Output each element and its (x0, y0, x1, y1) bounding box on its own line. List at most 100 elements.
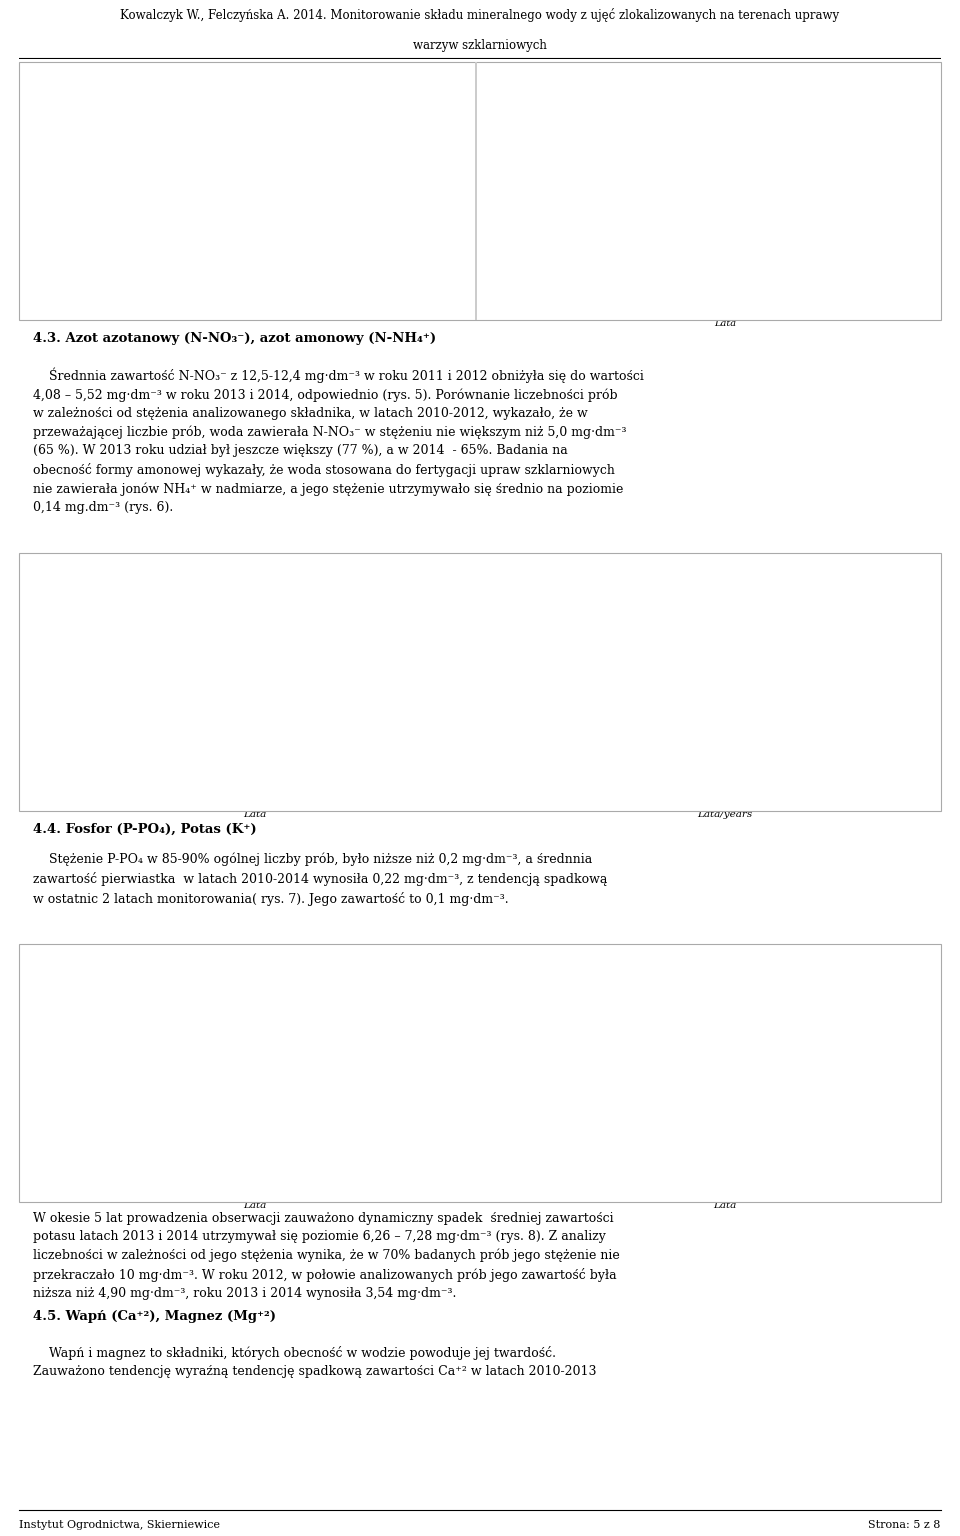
Text: y = -0,016x + 0,187: y = -0,016x + 0,187 (664, 598, 756, 607)
Bar (564, 691, 606, 791)
Text: Instytut Ogrodnictwa, Skierniewice: Instytut Ogrodnictwa, Skierniewice (19, 1519, 220, 1530)
X-axis label: Lata: Lata (713, 1201, 736, 1210)
Text: Wapń i magnez to składniki, których obecność w wodzie powoduje jej twardość.
Zau: Wapń i magnez to składniki, których obec… (33, 1346, 596, 1378)
Bar (844, 1138, 886, 1183)
Text: Strona: 5 z 8: Strona: 5 z 8 (869, 1519, 941, 1530)
Text: Rys. 3.  EC w  monitorowanych w ujęciach wody w: Rys. 3. EC w monitorowanych w ujęciach w… (124, 69, 375, 78)
Bar (158, 1115, 203, 1183)
Bar (774, 1146, 816, 1183)
Text: R² = 0,323: R² = 0,323 (664, 617, 713, 627)
Text: 0,85: 0,85 (95, 126, 118, 134)
Bar (84, 138, 129, 300)
Bar (306, 177, 350, 300)
Text: 4.5. Wapń (Ca⁺²), Magnez (Mg⁺²): 4.5. Wapń (Ca⁺²), Magnez (Mg⁺²) (33, 1310, 276, 1322)
Bar (564, 124, 606, 442)
Text: Rys. 4. Twardość ogólna  wody w  monitorowanych w: Rys. 4. Twardość ogólna wody w monitorow… (588, 69, 852, 78)
Text: y = 0,010x² - 0,114x + 0,453: y = 0,010x² - 0,114x + 0,453 (209, 988, 342, 997)
Text: Rys. 6. Zawartość N-NH₄⁺  w wodzie w  monitorowanych w: Rys. 6. Zawartość N-NH₄⁺ w wodzie w moni… (573, 559, 867, 570)
Text: 0,2: 0,2 (716, 647, 733, 654)
Text: w ujęciach w kolejnych latach prowadzenie obserwacji: w ujęciach w kolejnych latach prowadzeni… (114, 578, 385, 585)
X-axis label: Lata: Lata (713, 319, 736, 329)
Y-axis label: mg/l: mg/l (514, 1071, 523, 1094)
Bar (380, 754, 424, 791)
Text: warzyw szklarniowych: warzyw szklarniowych (413, 38, 547, 52)
Text: 21,2: 21,2 (643, 129, 666, 138)
Y-axis label: mg·l⁻¹: mg·l⁻¹ (505, 676, 514, 707)
Text: 6,26: 6,26 (783, 1137, 806, 1144)
Bar (306, 1120, 350, 1183)
X-axis label: Lata: Lata (243, 811, 266, 819)
Text: 11,3: 11,3 (243, 705, 266, 714)
Bar (774, 163, 816, 442)
Bar (634, 140, 676, 442)
Text: R² = 0,904: R² = 0,904 (664, 1008, 714, 1017)
Text: 0,65: 0,65 (317, 163, 340, 172)
Bar (232, 1049, 276, 1183)
Text: 25,2: 25,2 (95, 611, 118, 621)
Bar (158, 708, 203, 791)
Text: R² = 0,944: R² = 0,944 (217, 617, 267, 627)
Bar (380, 167, 424, 300)
Bar (704, 657, 746, 791)
Text: 19,4: 19,4 (643, 1061, 666, 1071)
Text: 0,14: 0,14 (643, 687, 666, 694)
Text: Rys. 8.  Zawartość K⁺  w wodzie w  monitorowanych w: Rys. 8. Zawartość K⁺ w wodzie w monitoro… (585, 951, 855, 960)
Y-axis label: mg/l: mg/l (25, 1071, 34, 1094)
Text: ujęciach w kolejnych latach prowadzenie obserwacji: ujęciach w kolejnych latach prowadzenie … (590, 968, 850, 977)
Text: 4.4. Fosfor (P-PO₄), Potas (K⁺): 4.4. Fosfor (P-PO₄), Potas (K⁺) (33, 823, 256, 836)
Text: 0,07: 0,07 (853, 733, 876, 742)
Text: R² = 0,928: R² = 0,928 (675, 126, 725, 135)
Bar (84, 1009, 129, 1183)
Text: 0,39: 0,39 (95, 998, 118, 1008)
Text: 0,15: 0,15 (169, 1104, 192, 1114)
Text: Kowalczyk W., Felczyńska A. 2014. Monitorowanie składu mineralnego wody z ujęć z: Kowalczyk W., Felczyńska A. 2014. Monito… (120, 8, 840, 23)
Text: 0,75: 0,75 (169, 144, 192, 154)
Text: 4,08: 4,08 (317, 753, 340, 762)
Text: Rys. 7.  Zawartość P-PO₄⁻³  w wodzie w  monitorowanych w: Rys. 7. Zawartość P-PO₄⁻³ w wodzie w mon… (102, 951, 397, 960)
Text: 0,13: 0,13 (391, 1114, 414, 1123)
Text: W okesie 5 lat prowadzenia obserwacji zauważono dynamiczny spadek  średniej zawa: W okesie 5 lat prowadzenia obserwacji za… (33, 1212, 620, 1299)
Y-axis label: mg·l⁻¹: mg·l⁻¹ (34, 676, 43, 707)
Y-axis label: °dH: °dH (514, 190, 523, 210)
Bar (306, 763, 350, 791)
Text: y = 0,023x² - 0,182x + 1,013: y = 0,023x² - 0,182x + 1,013 (262, 114, 394, 123)
Bar (844, 154, 886, 442)
Text: 19,2: 19,2 (713, 1061, 736, 1071)
Text: y = 1,500x² - 14,32x + 37,18: y = 1,500x² - 14,32x + 37,18 (217, 598, 348, 607)
Bar (232, 170, 276, 300)
Text: Stężenie P-PO₄ w 85-90% ogólnej liczby prób, było niższe niż 0,2 mg·dm⁻³, a śred: Stężenie P-PO₄ w 85-90% ogólnej liczby p… (33, 852, 608, 906)
Text: ujęciach w kolejnych latach prowadzenie obserwacji: ujęciach w kolejnych latach prowadzenie … (120, 968, 379, 977)
Bar (634, 697, 676, 791)
Text: 0,30: 0,30 (243, 1038, 266, 1048)
Bar (84, 624, 129, 791)
Text: 5,52: 5,52 (391, 743, 414, 753)
Text: 22,3: 22,3 (573, 114, 596, 123)
Bar (564, 1000, 606, 1183)
Bar (704, 147, 746, 442)
Text: y = 0,201x² - 1,786x + 23,94: y = 0,201x² - 1,786x + 23,94 (675, 106, 806, 115)
Bar (158, 157, 203, 300)
Text: R² = 0,548: R² = 0,548 (209, 1008, 259, 1017)
Text: 0,68: 0,68 (243, 158, 266, 167)
Text: 4.3. Azot azotanowy (N-NO₃⁻), azot amonowy (N-NH₄⁺): 4.3. Azot azotanowy (N-NO₃⁻), azot amono… (33, 332, 436, 346)
Text: Rys. 5. Zawartość N-NO₃⁻  w wodzie w  monitorowanych: Rys. 5. Zawartość N-NO₃⁻ w wodzie w moni… (109, 559, 390, 570)
Text: kolejnych latach prowadzenie obserwacji: kolejnych latach prowadzenie obserwacji (148, 86, 351, 95)
Bar (232, 716, 276, 791)
Text: 31,9: 31,9 (573, 989, 596, 998)
Text: 19,6: 19,6 (783, 152, 806, 161)
Text: 0,70: 0,70 (391, 154, 414, 163)
Bar (380, 1124, 424, 1183)
Bar (634, 1071, 676, 1183)
Text: 12,5: 12,5 (169, 697, 192, 705)
Bar (774, 705, 816, 791)
Text: 0,14: 0,14 (317, 1109, 340, 1118)
Text: 7,80: 7,80 (853, 1127, 876, 1137)
Text: ujęciach w kolejnych latach prowadzenie obserwacji: ujęciach w kolejnych latach prowadzenie … (590, 86, 850, 95)
Text: y = 1,116x² - 12,80x + 42,98: y = 1,116x² - 12,80x + 42,98 (664, 988, 796, 997)
Text: 0,15: 0,15 (573, 679, 596, 688)
Text: Średnnia zawartość N-NO₃⁻ z 12,5-12,4 mg·dm⁻³ w roku 2011 i 2012 obniżyła się do: Średnnia zawartość N-NO₃⁻ z 12,5-12,4 mg… (33, 367, 644, 515)
Bar (844, 745, 886, 791)
Text: 20,2: 20,2 (853, 143, 876, 152)
X-axis label: Lata: Lata (243, 1201, 266, 1210)
Text: 0,13: 0,13 (783, 693, 806, 702)
